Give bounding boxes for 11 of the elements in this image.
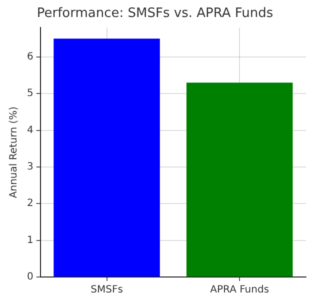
y-axis-title: Annual Return (%) xyxy=(8,106,20,198)
y-tick-label: 5 xyxy=(26,88,34,100)
y-tick-label: 1 xyxy=(26,234,34,246)
y-tick-label: 4 xyxy=(26,124,34,136)
x-tick-label: APRA Funds xyxy=(210,284,270,296)
y-tick-label: 6 xyxy=(26,52,34,63)
y-tick-label: 2 xyxy=(26,198,34,210)
y-tick-label: 3 xyxy=(26,162,34,173)
chart-title: Performance: SMSFs vs. APRA Funds xyxy=(36,6,274,22)
x-tick-label: SMSFs xyxy=(90,284,123,296)
y-tick-label: 0 xyxy=(26,272,34,283)
